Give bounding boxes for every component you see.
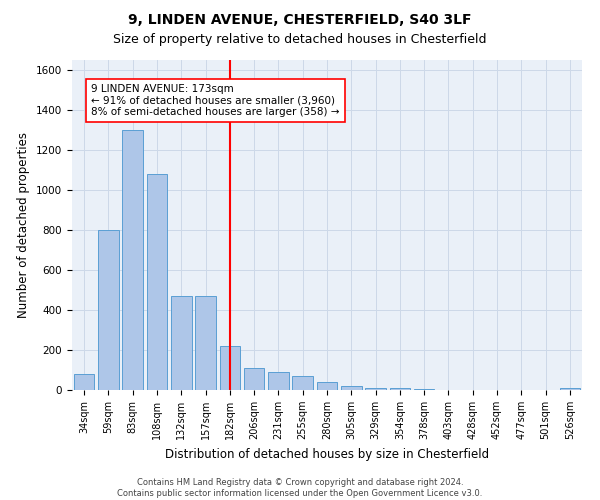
Bar [414,389,434,390]
Bar [122,130,143,390]
Bar [220,346,240,390]
Text: Size of property relative to detached houses in Chesterfield: Size of property relative to detached ho… [113,32,487,46]
Y-axis label: Number of detached properties: Number of detached properties [17,132,31,318]
Bar [195,296,216,390]
Bar [171,296,191,390]
Bar [74,374,94,390]
Bar [146,174,167,390]
Bar [341,386,362,390]
Bar [292,376,313,390]
Text: 9 LINDEN AVENUE: 173sqm
← 91% of detached houses are smaller (3,960)
8% of semi-: 9 LINDEN AVENUE: 173sqm ← 91% of detache… [91,84,340,117]
Bar [365,388,386,390]
Bar [389,388,410,390]
X-axis label: Distribution of detached houses by size in Chesterfield: Distribution of detached houses by size … [165,448,489,460]
Text: 9, LINDEN AVENUE, CHESTERFIELD, S40 3LF: 9, LINDEN AVENUE, CHESTERFIELD, S40 3LF [128,12,472,26]
Bar [317,382,337,390]
Bar [244,368,265,390]
Bar [268,372,289,390]
Bar [98,230,119,390]
Bar [560,388,580,390]
Text: Contains HM Land Registry data © Crown copyright and database right 2024.
Contai: Contains HM Land Registry data © Crown c… [118,478,482,498]
